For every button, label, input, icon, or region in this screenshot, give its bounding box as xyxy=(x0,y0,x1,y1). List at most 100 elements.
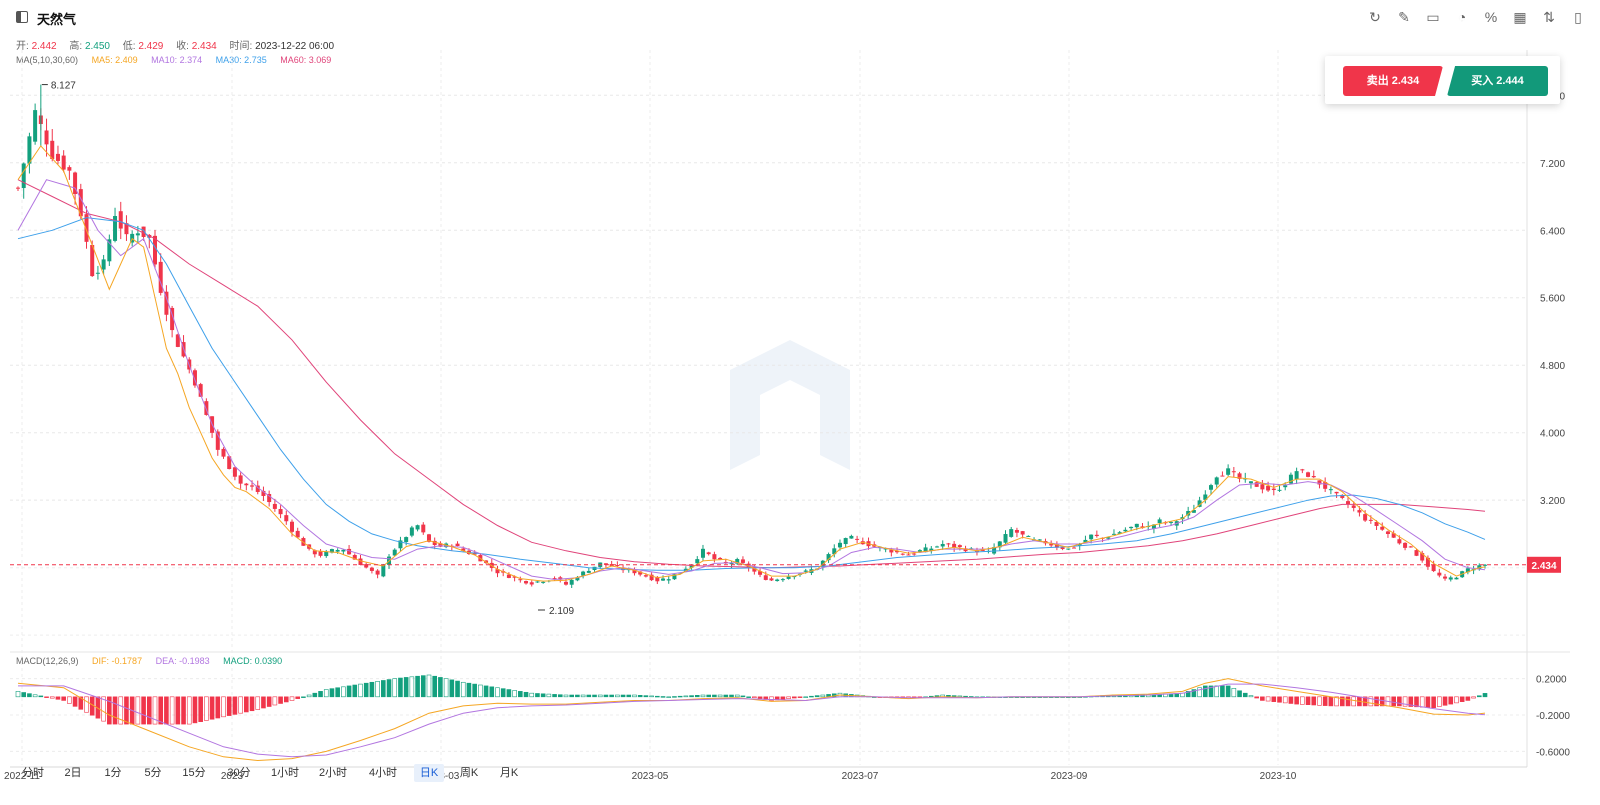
ma30-line xyxy=(17,217,1486,571)
candle-body xyxy=(1003,534,1008,543)
macd-bar xyxy=(729,694,734,698)
candle-body xyxy=(170,307,175,331)
candle-body xyxy=(261,490,266,496)
macd-bar xyxy=(500,688,506,698)
macd-bar xyxy=(1282,696,1288,704)
percent-icon[interactable]: % xyxy=(1484,9,1498,25)
macd-bar xyxy=(809,695,814,698)
time-tick-label: 2023-07 xyxy=(842,771,879,782)
candle-body xyxy=(461,548,466,551)
candle-body xyxy=(364,564,369,568)
macd-bar xyxy=(780,696,786,700)
candle-body xyxy=(221,448,226,457)
candle-body xyxy=(358,558,363,565)
macd-bar xyxy=(124,696,129,725)
candle-body xyxy=(90,244,95,277)
price-tick-label: 3.200 xyxy=(1540,496,1565,507)
instrument-title: 天然气 xyxy=(37,12,77,27)
panel-toggle-icon[interactable] xyxy=(16,11,28,23)
candle-body xyxy=(712,554,717,560)
candle-body xyxy=(1060,547,1065,550)
dif-value: DIF: -0.1787 xyxy=(92,656,143,666)
candle-body xyxy=(1391,533,1396,538)
candle-body xyxy=(1049,543,1054,546)
macd-bar xyxy=(1471,696,1476,699)
period-option[interactable]: 15分 xyxy=(182,767,206,779)
period-option[interactable]: 2日 xyxy=(64,767,82,779)
macd-bar xyxy=(786,696,791,699)
sidebar-icon[interactable]: ▯ xyxy=(1574,9,1582,25)
period-option[interactable]: 1小时 xyxy=(270,767,300,779)
candle-body xyxy=(632,569,637,574)
candle-body xyxy=(946,543,951,545)
candle-body xyxy=(392,549,397,556)
macd-bar xyxy=(152,696,158,725)
buy-button[interactable]: 买入 2.444 xyxy=(1447,66,1548,96)
compare-icon[interactable]: ⇅ xyxy=(1543,9,1555,25)
macd-bar xyxy=(620,694,626,698)
macd-bar xyxy=(746,696,751,698)
macd-tick-label: 0.2000 xyxy=(1536,675,1567,686)
candle-body xyxy=(900,553,905,555)
candle-body xyxy=(837,542,842,548)
macd-bar xyxy=(375,681,380,698)
macd-bar xyxy=(84,696,89,713)
indicator-icon[interactable]: ◔ xyxy=(1457,9,1467,25)
candle-body xyxy=(1254,482,1259,487)
macd-bar xyxy=(15,691,21,698)
sell-button[interactable]: 卖出 2.434 xyxy=(1343,66,1443,96)
candle-body xyxy=(55,153,60,161)
refresh-icon[interactable]: ↻ xyxy=(1369,9,1381,25)
candle-body xyxy=(1083,539,1088,543)
candle-body xyxy=(1020,531,1025,535)
candle-body xyxy=(415,525,420,530)
period-option[interactable]: 周K xyxy=(459,767,479,779)
candle-body xyxy=(963,548,968,552)
candle-body xyxy=(917,550,922,552)
time-label: 时间: xyxy=(229,41,253,52)
period-option[interactable]: 1分 xyxy=(104,767,122,779)
period-option[interactable]: 2小时 xyxy=(318,767,348,779)
macd-bar xyxy=(466,682,472,698)
macd-bar xyxy=(1248,695,1254,698)
macd-bar xyxy=(272,696,278,706)
candle-body xyxy=(803,570,808,572)
candle-body xyxy=(552,578,557,580)
candle-body xyxy=(832,548,837,555)
candle-body xyxy=(152,235,157,265)
macd-bar xyxy=(409,676,415,698)
open-label: 开: xyxy=(16,41,29,52)
period-option[interactable]: 5分 xyxy=(144,767,162,779)
candle-body xyxy=(495,569,500,574)
candle-body xyxy=(849,535,854,539)
chart-type-icon[interactable]: ▭ xyxy=(1426,9,1440,25)
candle-body xyxy=(1443,576,1448,579)
macd-bar xyxy=(78,696,84,710)
period-option[interactable]: 分时 xyxy=(22,767,44,779)
candle-body xyxy=(1089,534,1094,540)
macd-bar xyxy=(1345,696,1351,707)
candle-body xyxy=(192,370,197,386)
candle-body xyxy=(758,571,763,575)
draw-icon[interactable]: ✎ xyxy=(1398,9,1410,25)
macd-bar xyxy=(1322,696,1328,706)
macd-bar xyxy=(181,696,186,725)
macd-bar xyxy=(1311,696,1317,706)
candle-body xyxy=(689,564,694,568)
period-option[interactable]: 月K xyxy=(499,767,519,779)
candle-body xyxy=(67,167,72,171)
candle-body xyxy=(421,524,426,533)
candle-body xyxy=(940,543,945,547)
candle-body xyxy=(33,110,38,142)
macd-bar xyxy=(609,694,614,698)
macd-bar xyxy=(546,693,552,698)
period-option[interactable]: 日K xyxy=(414,764,444,782)
period-option[interactable]: 4小时 xyxy=(368,767,398,779)
period-option[interactable]: 30分 xyxy=(227,767,251,779)
layout-icon[interactable]: ▦ xyxy=(1513,9,1527,25)
macd-bar xyxy=(346,685,352,698)
candle-body xyxy=(1368,519,1373,521)
ma5-line xyxy=(17,145,1486,582)
candle-body xyxy=(1288,474,1293,484)
